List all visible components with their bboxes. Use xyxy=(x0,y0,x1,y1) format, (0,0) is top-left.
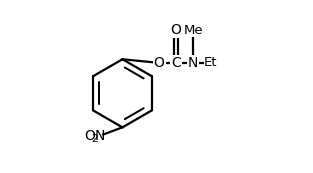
Text: N: N xyxy=(94,129,105,143)
Text: N: N xyxy=(188,56,198,70)
Text: Me: Me xyxy=(183,24,203,37)
Text: C: C xyxy=(171,56,181,70)
Text: O: O xyxy=(84,129,95,143)
Text: O: O xyxy=(171,23,182,37)
Text: O: O xyxy=(154,56,165,70)
Text: Et: Et xyxy=(204,56,218,69)
Text: 2: 2 xyxy=(91,134,98,144)
